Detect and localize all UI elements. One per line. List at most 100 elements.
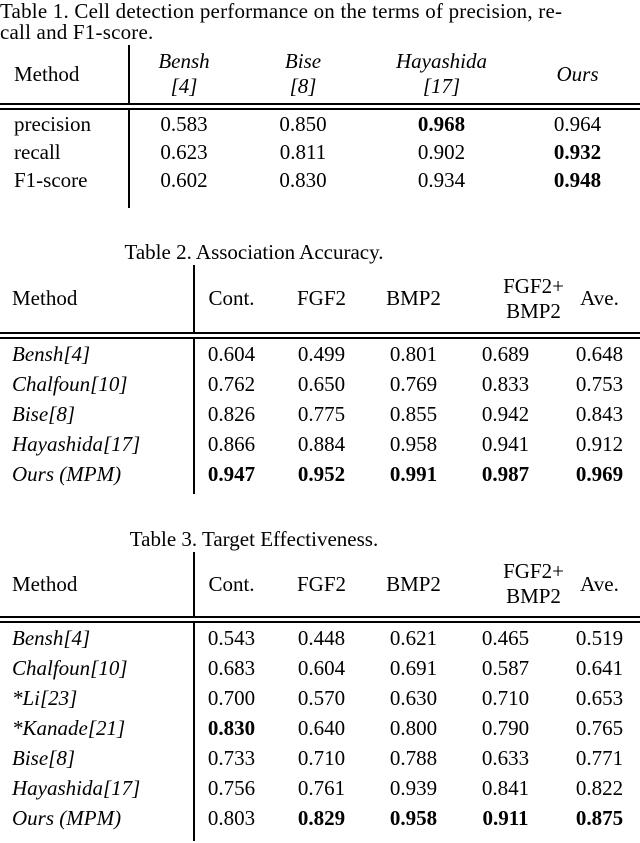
table1-header-ours: Ours [556,61,599,86]
value-cell: 0.841 [481,776,530,800]
table3-target-effectiveness: Method Cont. FGF2 BMP2 FGF2+ BMP2 Ave. B… [0,552,640,841]
value-cell: 0.952 [297,462,346,486]
value-cell: 0.570 [297,686,346,710]
value-cell: 0.822 [575,776,624,800]
table1-row-label: precision [0,110,130,138]
table2-row-label: Bensh[4] [0,339,195,369]
value-cell: 0.932 [553,140,602,164]
value-cell: 0.762 [207,372,256,396]
table3-row-label: *Li[23] [0,683,195,713]
table3-row-label: Bensh[4] [0,623,195,653]
table3-header-method: Method [0,552,195,616]
table3-row-label: *Kanade[21] [0,713,195,743]
value-cell: 0.630 [389,686,438,710]
value-cell: 0.623 [160,140,208,164]
value-cell: 0.761 [297,776,346,800]
value-cell: 0.884 [297,432,346,456]
value-cell: 0.855 [389,402,438,426]
table3-row-label: Chalfoun[10] [0,653,195,683]
table1-header-method: Method [0,45,130,103]
value-cell: 0.833 [481,372,530,396]
value-cell: 0.934 [417,168,466,192]
table3-header-cont: Cont. [208,571,255,596]
table2-row-label: Hayashida[17] [0,429,195,459]
value-cell: 0.604 [207,342,256,366]
value-cell: 0.753 [575,372,624,396]
table2-row-label: Ours (MPM) [0,459,195,489]
table2-row-label: Chalfoun[10] [0,369,195,399]
value-cell: 0.465 [481,626,530,650]
table3-header-fgf2: FGF2 [296,571,347,596]
table1-header-bise: Bise [8] [284,49,322,98]
divider-tail [0,833,195,841]
table2-header-fgf2-bmp2: FGF2+ BMP2 [503,273,564,323]
table2-association-accuracy: Method Cont. FGF2 BMP2 FGF2+ BMP2 Ave. B… [0,265,640,494]
value-cell: 0.969 [575,462,624,486]
value-cell: 0.788 [389,746,438,770]
value-cell: 0.941 [481,432,530,456]
value-cell: 0.640 [297,716,346,740]
value-cell: 0.756 [207,776,256,800]
value-cell: 0.653 [575,686,624,710]
value-cell: 0.689 [481,342,530,366]
table2-caption: Table 2. Association Accuracy. [124,240,384,264]
value-cell: 0.710 [297,746,346,770]
value-cell: 0.583 [160,112,208,136]
table1-cell-detection: Method Bensh [4] Bise [8] Hayashida [17]… [0,45,640,208]
divider-tail [0,489,195,494]
table3-row-label: Ours (MPM) [0,803,195,833]
table2-header-cont: Cont. [208,286,255,310]
value-cell: 0.602 [160,168,208,192]
table1-row-label: F1-score [0,166,130,194]
value-cell: 0.826 [207,402,256,426]
value-cell: 0.448 [297,626,346,650]
value-cell: 0.958 [389,432,438,456]
table3-row-label: Bise[8] [0,743,195,773]
double-rule [0,616,640,623]
table1-caption: Table 1. Cell detection performance on t… [0,0,640,43]
value-cell: 0.830 [207,716,256,740]
value-cell: 0.633 [481,746,530,770]
value-cell: 0.700 [207,686,256,710]
value-cell: 0.648 [575,342,624,366]
table3-caption: Table 3. Target Effectiveness. [129,527,379,551]
value-cell: 0.543 [207,626,256,650]
value-cell: 0.499 [297,342,346,366]
table2-header-fgf2: FGF2 [296,286,347,310]
double-rule [0,103,640,110]
value-cell: 0.800 [389,716,438,740]
table1-caption-line1: Table 1. Cell detection performance on t… [0,0,563,23]
table3-header-ave: Ave. [580,571,619,596]
value-cell: 0.939 [389,776,438,800]
value-cell: 0.958 [389,806,438,830]
value-cell: 0.942 [481,402,530,426]
table2-header-ave: Ave. [580,286,619,310]
value-cell: 0.987 [481,462,530,486]
value-cell: 0.911 [482,806,529,830]
value-cell: 0.948 [553,168,602,192]
value-cell: 0.829 [297,806,346,830]
double-rule [0,332,640,339]
value-cell: 0.968 [417,112,466,136]
value-cell: 0.733 [207,746,256,770]
value-cell: 0.771 [575,746,624,770]
table2-header-method: Method [0,265,195,332]
table1-caption-line2: call and F1-score. [0,20,154,44]
table3-row-label: Hayashida[17] [0,773,195,803]
value-cell: 0.710 [481,686,530,710]
value-cell: 0.683 [207,656,256,680]
value-cell: 0.650 [297,372,346,396]
table2-row-label: Bise[8] [0,399,195,429]
value-cell: 0.641 [575,656,624,680]
value-cell: 0.769 [389,372,438,396]
value-cell: 0.801 [389,342,438,366]
value-cell: 0.947 [207,462,256,486]
value-cell: 0.850 [279,112,327,136]
value-cell: 0.902 [417,140,466,164]
value-cell: 0.843 [575,402,624,426]
value-cell: 0.790 [481,716,530,740]
value-cell: 0.875 [575,806,624,830]
value-cell: 0.803 [207,806,256,830]
value-cell: 0.830 [279,168,327,192]
value-cell: 0.765 [575,716,624,740]
